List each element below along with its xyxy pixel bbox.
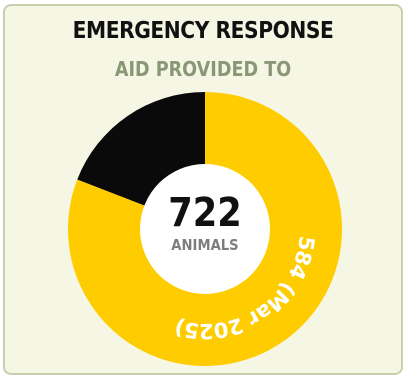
- center-label: ANIMALS: [171, 237, 238, 254]
- chart-title: EMERGENCY RESPONSE: [72, 18, 334, 44]
- donut-hole: [140, 164, 270, 294]
- chart-subtitle: AID PROVIDED TO: [114, 57, 292, 81]
- center-value: 722: [168, 189, 241, 236]
